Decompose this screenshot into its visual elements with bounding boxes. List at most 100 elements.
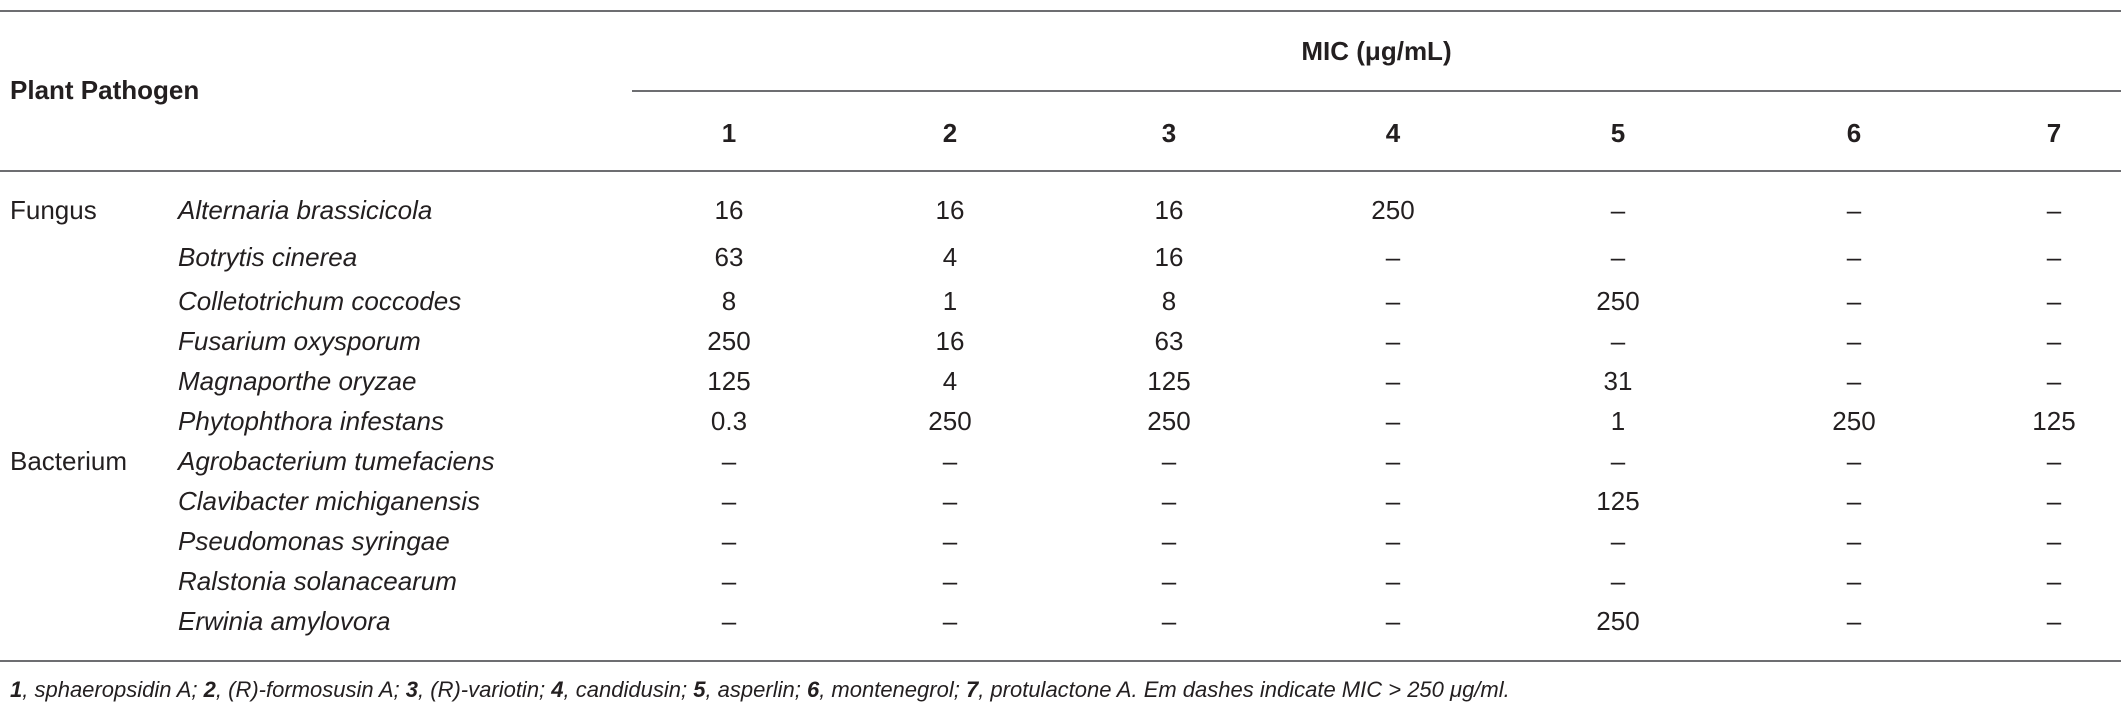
- column-header-2: 2: [942, 118, 958, 148]
- mic-value-cell: –: [1610, 195, 1626, 225]
- mic-value-cell: –: [1385, 526, 1401, 556]
- footnote-compound-text: , (R)-formosusin A;: [215, 677, 406, 702]
- mic-value-cell: 250: [707, 326, 751, 356]
- mic-value-cell: –: [1610, 566, 1626, 596]
- mic-value-cell: 250: [928, 406, 972, 436]
- mic-value-cell: –: [1846, 486, 1862, 516]
- mic-value-cell: 250: [1832, 406, 1876, 436]
- mic-value-cell: 16: [935, 195, 965, 225]
- row-pathogen-name: Pseudomonas syringae: [178, 526, 450, 556]
- mic-value-cell: –: [1846, 366, 1862, 396]
- row-pathogen-name: Fusarium oxysporum: [178, 326, 421, 356]
- mic-value-cell: 125: [2032, 406, 2076, 436]
- mic-value-cell: –: [1385, 366, 1401, 396]
- mic-value-cell: –: [942, 486, 958, 516]
- row-category: Fungus: [10, 195, 97, 225]
- mic-value-cell: –: [1161, 446, 1177, 476]
- mic-value-cell: 125: [707, 366, 751, 396]
- mic-header: MIC (μg/mL): [1301, 36, 1452, 66]
- mic-value-cell: –: [721, 446, 737, 476]
- mic-value-cell: 250: [1371, 195, 1415, 225]
- column-header-5: 5: [1610, 118, 1626, 148]
- row-pathogen-name: Botrytis cinerea: [178, 242, 358, 272]
- mic-value-cell: –: [721, 606, 737, 636]
- table-row: Phytophthora infestans 0.3 250 250 – 1 250 125: [0, 406, 2121, 446]
- mic-value-cell: –: [1846, 606, 1862, 636]
- row-category: Bacterium: [10, 446, 128, 476]
- mic-value-cell: –: [2046, 195, 2062, 225]
- mic-value-cell: 4: [942, 366, 958, 396]
- column-header-1: 1: [721, 118, 737, 148]
- table-row: Bacterium Agrobacterium tumefaciens – – – – – –…: [0, 446, 2121, 486]
- footnote-compound-text: , candidusin;: [563, 677, 694, 702]
- mic-value-cell: –: [1161, 526, 1177, 556]
- row-pathogen-name: Colletotrichum coccodes: [178, 286, 462, 316]
- mic-value-cell: 31: [1603, 366, 1633, 396]
- mic-value-cell: –: [2046, 326, 2062, 356]
- footnote: 1, sphaeropsidin A; 2, (R)-formosusin A;…: [10, 677, 1510, 703]
- mic-value-cell: –: [1846, 526, 1862, 556]
- footnote-compound-text: , (R)-variotin;: [418, 677, 552, 702]
- row-pathogen-name: Magnaporthe oryzae: [178, 366, 417, 396]
- header-rule: [0, 170, 2121, 172]
- mic-value-cell: –: [1385, 326, 1401, 356]
- mic-value-cell: 0.3: [710, 406, 748, 436]
- mic-value-cell: 8: [721, 286, 737, 316]
- mic-value-cell: –: [1385, 286, 1401, 316]
- mic-value-cell: 250: [1596, 286, 1640, 316]
- mic-value-cell: 4: [942, 242, 958, 272]
- table-row: Erwinia amylovora – – – – 250 – –: [0, 606, 2121, 646]
- footnote-compound-number: 3: [405, 677, 419, 702]
- mic-value-cell: –: [1610, 526, 1626, 556]
- table-row: Botrytis cinerea 63 4 16 – – – –: [0, 242, 2121, 282]
- mic-value-cell: 63: [714, 242, 744, 272]
- footnote-compound-number: 5: [693, 677, 706, 702]
- mic-value-cell: –: [2046, 486, 2062, 516]
- mic-value-cell: –: [2046, 286, 2062, 316]
- mic-value-cell: –: [1610, 242, 1626, 272]
- mic-value-cell: –: [942, 526, 958, 556]
- mic-value-cell: –: [2046, 366, 2062, 396]
- mic-value-cell: –: [721, 566, 737, 596]
- mic-value-cell: 8: [1161, 286, 1177, 316]
- table-row: Clavibacter michiganensis – – – – 125 – –: [0, 486, 2121, 526]
- row-pathogen-name: Ralstonia solanacearum: [178, 566, 457, 596]
- footnote-compound-text: , montenegrol;: [819, 677, 966, 702]
- mic-value-cell: 63: [1154, 326, 1184, 356]
- table-row: Fungus Alternaria brassicicola 16 16 16 250 – –…: [0, 195, 2121, 235]
- column-header-6: 6: [1846, 118, 1862, 148]
- mic-value-cell: 1: [942, 286, 958, 316]
- mic-value-cell: –: [942, 566, 958, 596]
- mic-value-cell: –: [2046, 526, 2062, 556]
- mic-value-cell: –: [1610, 446, 1626, 476]
- mic-value-cell: –: [721, 486, 737, 516]
- footnote-compound-number: 7: [965, 677, 979, 702]
- table-row: Fusarium oxysporum 250 16 63 – – – –: [0, 326, 2121, 366]
- mic-value-cell: –: [1161, 606, 1177, 636]
- mic-value-cell: –: [2046, 242, 2062, 272]
- mic-value-cell: –: [1846, 286, 1862, 316]
- mic-value-cell: 16: [1154, 242, 1184, 272]
- footnote-compound-text: , protulactone A. Em dashes indicate MIC…: [978, 677, 1510, 702]
- table-row: Colletotrichum coccodes 8 1 8 – 250 – –: [0, 286, 2121, 326]
- column-header-4: 4: [1385, 118, 1401, 148]
- mic-underline: [632, 90, 2121, 92]
- mic-value-cell: –: [1846, 326, 1862, 356]
- footnote-compound-number: 6: [806, 677, 820, 702]
- mic-value-cell: –: [1385, 446, 1401, 476]
- mic-value-cell: 16: [714, 195, 744, 225]
- mic-value-cell: –: [2046, 446, 2062, 476]
- mic-value-cell: 16: [1154, 195, 1184, 225]
- table-row: Pseudomonas syringae – – – – – – –: [0, 526, 2121, 566]
- mic-value-cell: –: [1846, 242, 1862, 272]
- mic-value-cell: –: [1846, 566, 1862, 596]
- mic-value-cell: 1: [1610, 406, 1626, 436]
- footnote-compound-number: 1: [10, 677, 23, 702]
- mic-value-cell: 125: [1147, 366, 1191, 396]
- mic-value-cell: –: [942, 446, 958, 476]
- table-row: Ralstonia solanacearum – – – – – – –: [0, 566, 2121, 606]
- footnote-compound-text: , asperlin;: [705, 677, 807, 702]
- row-pathogen-name: Clavibacter michiganensis: [178, 486, 481, 516]
- column-header-7: 7: [2046, 118, 2062, 148]
- mic-value-cell: 250: [1596, 606, 1640, 636]
